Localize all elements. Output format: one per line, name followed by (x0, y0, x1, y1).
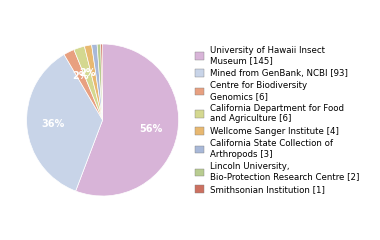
Wedge shape (74, 46, 103, 120)
Wedge shape (84, 45, 103, 120)
Legend: University of Hawaii Insect
Museum [145], Mined from GenBank, NCBI [93], Centre : University of Hawaii Insect Museum [145]… (192, 43, 363, 197)
Text: 56%: 56% (139, 124, 163, 134)
Wedge shape (27, 54, 103, 191)
Wedge shape (92, 44, 103, 120)
Wedge shape (76, 44, 179, 196)
Text: 36%: 36% (42, 119, 65, 129)
Text: 2%: 2% (73, 71, 89, 81)
Wedge shape (101, 44, 103, 120)
Wedge shape (64, 50, 103, 120)
Wedge shape (97, 44, 103, 120)
Text: 2%: 2% (79, 68, 96, 78)
